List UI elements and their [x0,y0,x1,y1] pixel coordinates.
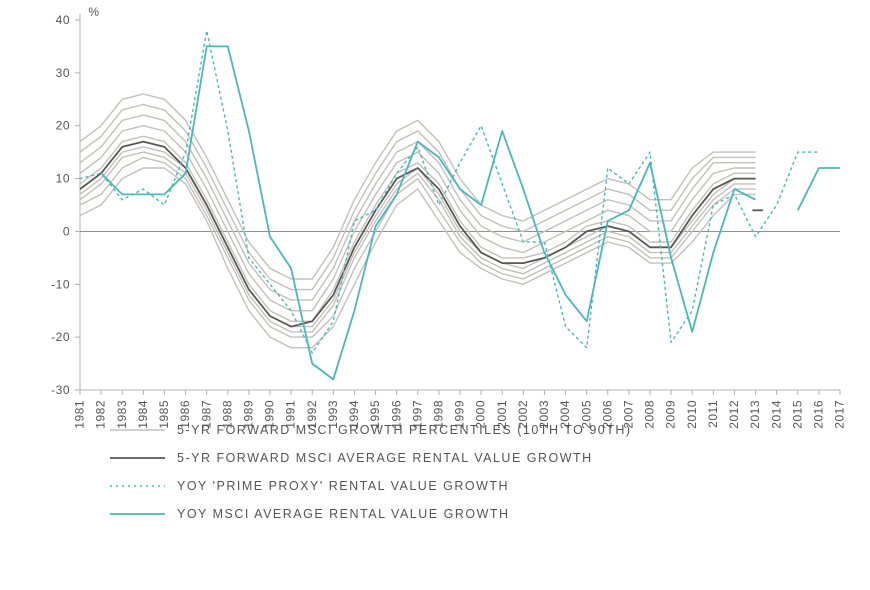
x-tick-label: 2011 [706,400,720,428]
x-tick-label: 2015 [790,400,804,429]
chart-container: -30-20-10010203040%198119821983198419851… [0,0,870,590]
legend-label: 5-YR FORWARD MSCI AVERAGE RENTAL VALUE G… [177,451,593,465]
x-tick-label: 2017 [833,400,847,429]
y-axis-title: % [88,5,99,19]
y-tick-label: 40 [56,13,70,27]
legend-label: YOY 'PRIME PROXY' RENTAL VALUE GROWTH [177,479,509,493]
y-tick-label: 10 [56,172,70,186]
x-tick-label: 1982 [94,400,108,429]
x-tick-label: 2016 [811,400,825,429]
x-tick-label: 2013 [748,400,762,429]
x-tick-label: 1984 [136,400,150,429]
y-tick-label: -30 [51,383,70,397]
x-tick-label: 2008 [643,400,657,429]
x-tick-label: 1981 [73,400,87,429]
legend-label: 5-YR FORWARD MSCI GROWTH PERCENTILES (10… [177,423,632,437]
y-tick-label: 20 [56,119,70,133]
chart-svg: -30-20-10010203040%198119821983198419851… [0,0,870,590]
x-tick-label: 1985 [157,400,171,429]
x-tick-label: 2012 [727,400,741,429]
y-tick-label: 30 [56,66,70,80]
legend-label: YOY MSCI AVERAGE RENTAL VALUE GROWTH [177,507,510,521]
x-tick-label: 2010 [685,400,699,429]
y-tick-label: -10 [51,277,70,291]
y-tick-label: -20 [51,330,70,344]
plot-background [0,0,870,590]
y-tick-label: 0 [63,224,70,238]
x-tick-label: 2009 [664,400,678,429]
x-tick-label: 1983 [115,400,129,429]
x-tick-label: 2014 [769,400,783,429]
